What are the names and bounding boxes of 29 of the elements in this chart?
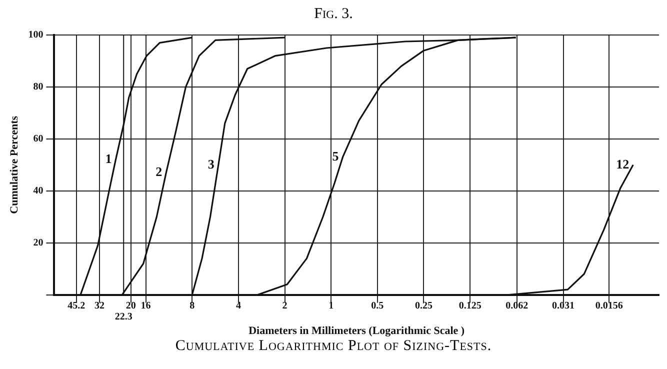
x-tick-label: 8 (190, 300, 195, 312)
x-tick-label: 0.0156 (595, 300, 623, 312)
x-tick-label: 1 (328, 300, 334, 312)
x-tick-label: 20 (126, 300, 136, 312)
y-axis-title: Cumulative Percents (8, 115, 20, 214)
series-label: 1 (105, 151, 112, 166)
x-tick-label: 0.25 (415, 300, 432, 312)
x-tick-label: 32 (94, 300, 104, 312)
x-tick-label: 0.5 (371, 300, 384, 312)
x-tick-label: 2 (282, 300, 288, 312)
x-tick-label: 16 (140, 300, 151, 312)
x-tick-label: 4 (236, 300, 241, 312)
x-tick-label: 45.2 (68, 300, 86, 312)
series-label: 12 (616, 156, 630, 172)
y-tick-label: 40 (33, 185, 44, 196)
x-tick-label: 0.062 (506, 300, 528, 312)
series-label: 3 (208, 156, 215, 172)
x-tick-label: 0.031 (552, 300, 575, 312)
text: Cumulative Logarithmic Plot of Sizing-Tests. (174, 338, 493, 355)
x-tick-label: 0.125 (458, 300, 482, 312)
y-tick-label: 20 (33, 237, 44, 248)
series-label: 5 (332, 148, 340, 164)
y-tick-label: 60 (33, 134, 44, 144)
chart-title: Fig. 3. (313, 5, 354, 24)
series-label: 2 (156, 164, 162, 180)
x-axis-title: Diameters in Millimeters (Logarithmic Scale ) (248, 325, 465, 338)
y-tick-label: 100 (28, 30, 44, 41)
ref-line-label: 22.3 (114, 311, 132, 322)
y-tick-label: 80 (33, 82, 44, 93)
